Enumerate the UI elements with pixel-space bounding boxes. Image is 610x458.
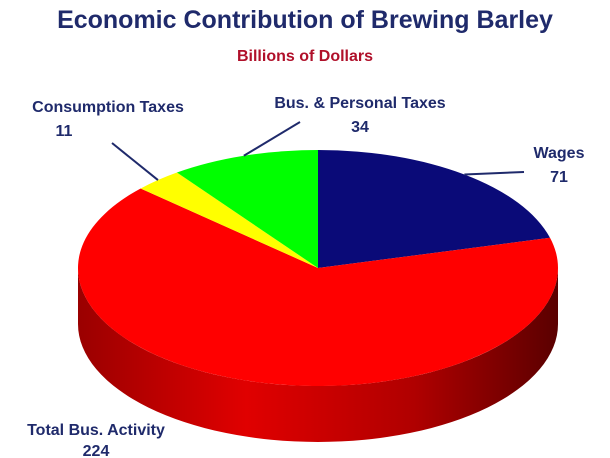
- label-total-bus-activity-name: Total Bus. Activity: [27, 422, 165, 439]
- leader-lines: [111, 121, 525, 181]
- leader-line-bus-personal-taxes: [243, 121, 301, 157]
- label-total-bus-activity-value: 224: [83, 443, 110, 458]
- label-wages-value: 71: [550, 169, 568, 186]
- label-consumption-taxes-name: Consumption Taxes: [32, 99, 184, 116]
- leader-line-wages: [464, 171, 525, 176]
- pie-slice-wages: [318, 150, 551, 268]
- pie-side-total-bus-activity: [78, 268, 558, 442]
- label-consumption-taxes-value: 11: [56, 123, 73, 140]
- pie-slice-total-bus-activity: [78, 188, 559, 386]
- label-bus-personal-taxes-name: Bus. & Personal Taxes: [274, 95, 445, 112]
- pie-side-group: [78, 268, 558, 442]
- label-wages-name: Wages: [534, 145, 585, 162]
- pie-slice-consumption-taxes: [140, 172, 318, 268]
- pie-top-group: [78, 150, 559, 386]
- label-bus-personal-taxes-value: 34: [351, 119, 369, 136]
- pie-slice-bus-personal-taxes: [176, 150, 318, 268]
- chart-subtitle: Billions of Dollars: [236, 48, 373, 65]
- chart-title: Economic Contribution of Brewing Barley: [57, 6, 553, 34]
- leader-line-consumption-taxes: [111, 142, 159, 181]
